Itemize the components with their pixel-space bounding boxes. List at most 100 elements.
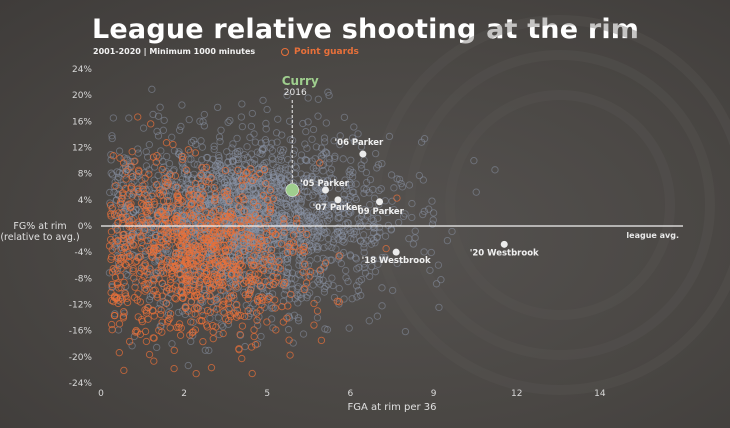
scatter-point-point-guard xyxy=(140,226,149,234)
scatter-point xyxy=(181,165,189,173)
scatter-point xyxy=(122,164,130,172)
scatter-point-point-guard xyxy=(229,242,237,250)
scatter-point-point-guard xyxy=(289,248,297,256)
scatter-point-point-guard xyxy=(253,316,261,324)
scatter-point-point-guard xyxy=(141,174,149,182)
scatter-point-point-guard xyxy=(221,217,229,225)
scatter-point xyxy=(366,175,375,184)
scatter-point-point-guard xyxy=(120,230,128,239)
scatter-point xyxy=(371,239,379,247)
scatter-point-point-guard xyxy=(145,201,153,210)
scatter-point-point-guard xyxy=(221,166,230,175)
scatter-point xyxy=(329,281,337,290)
scatter-point-point-guard xyxy=(240,312,249,321)
scatter-point-point-guard xyxy=(111,311,119,320)
scatter-point xyxy=(352,195,361,204)
scatter-point-point-guard xyxy=(153,290,161,299)
scatter-point-point-guard xyxy=(202,177,210,186)
scatter-point xyxy=(435,303,443,312)
scatter-point-point-guard xyxy=(161,211,169,220)
scatter-point-point-guard xyxy=(176,331,185,339)
scatter-point xyxy=(268,139,276,147)
scatter-point xyxy=(284,264,292,272)
scatter-point-point-guard xyxy=(202,291,211,300)
scatter-point-point-guard xyxy=(134,313,142,321)
scatter-point-point-guard xyxy=(335,252,343,260)
scatter-point-point-guard xyxy=(218,301,227,309)
scatter-point xyxy=(321,138,329,146)
scatter-point xyxy=(168,340,176,348)
scatter-point xyxy=(330,137,338,145)
scatter-point-point-guard xyxy=(262,230,270,239)
scatter-point xyxy=(470,157,478,165)
scatter-point xyxy=(428,197,436,205)
scatter-point-point-guard xyxy=(123,248,131,256)
scatter-point xyxy=(257,180,265,188)
scatter-point xyxy=(155,154,163,162)
scatter-point-point-guard xyxy=(193,242,202,250)
scatter-point xyxy=(345,207,353,215)
scatter-point-point-guard xyxy=(197,296,205,304)
scatter-point-point-guard xyxy=(177,255,185,263)
scatter-point xyxy=(361,216,369,224)
scatter-point-point-guard xyxy=(141,260,149,268)
scatter-point-point-guard xyxy=(246,273,254,282)
scatter-point-point-guard xyxy=(187,224,195,233)
scatter-point-point-guard xyxy=(232,313,241,321)
scatter-point xyxy=(360,189,368,197)
scatter-point-point-guard xyxy=(182,277,190,286)
scatter-point-point-guard xyxy=(156,235,165,244)
scatter-point-point-guard xyxy=(164,230,172,238)
scatter-point-point-guard xyxy=(109,265,117,273)
scatter-point-point-guard xyxy=(192,303,201,312)
scatter-point xyxy=(107,156,115,164)
scatter-point xyxy=(338,231,347,239)
scatter-point-point-guard xyxy=(149,223,157,232)
scatter-point xyxy=(108,132,116,140)
scatter-point xyxy=(364,212,372,220)
scatter-point-point-guard xyxy=(310,321,318,329)
scatter-point xyxy=(318,161,326,170)
scatter-point xyxy=(360,156,368,164)
scatter-point xyxy=(200,122,209,130)
scatter-point xyxy=(142,162,151,170)
scatter-point xyxy=(285,117,294,125)
scatter-point xyxy=(306,236,314,244)
scatter-point-point-guard xyxy=(221,247,229,255)
scatter-point-point-guard xyxy=(259,242,268,250)
scatter-point xyxy=(383,208,391,217)
scatter-point xyxy=(302,127,310,136)
scatter-point xyxy=(354,286,362,295)
scatter-point xyxy=(297,170,305,178)
scatter-point xyxy=(335,284,343,293)
scatter-point-point-guard xyxy=(213,257,222,265)
scatter-point xyxy=(360,248,368,257)
scatter-point xyxy=(309,164,317,172)
scatter-point-point-guard xyxy=(283,314,291,322)
scatter-point-point-guard xyxy=(159,269,168,277)
scatter-point xyxy=(374,214,382,223)
scatter-point-point-guard xyxy=(149,153,158,161)
scatter-point xyxy=(273,138,281,146)
scatter-point-point-guard xyxy=(217,248,225,257)
scatter-point xyxy=(348,134,357,142)
scatter-point xyxy=(377,185,385,193)
scatter-point xyxy=(345,324,353,332)
scatter-point-point-guard xyxy=(139,181,147,190)
scatter-point-point-guard xyxy=(280,220,288,228)
scatter-point-point-guard xyxy=(252,309,261,317)
scatter-point-point-guard xyxy=(223,230,231,238)
scatter-point-point-guard xyxy=(200,223,209,232)
scatter-point xyxy=(378,159,386,168)
scatter-point-point-guard xyxy=(238,322,247,330)
scatter-point-point-guard xyxy=(141,190,149,198)
scatter-point xyxy=(340,203,348,211)
scatter-point-point-guard xyxy=(162,299,171,307)
scatter-point xyxy=(428,220,437,228)
scatter-point xyxy=(326,214,334,222)
scatter-point-point-guard xyxy=(258,301,266,309)
highlight-point xyxy=(500,240,508,248)
scatter-point-point-guard xyxy=(180,274,188,282)
scatter-point-point-guard xyxy=(141,327,150,336)
